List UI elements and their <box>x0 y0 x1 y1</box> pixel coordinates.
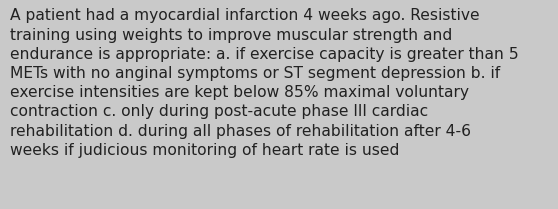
Text: A patient had a myocardial infarction 4 weeks ago. Resistive
training using weig: A patient had a myocardial infarction 4 … <box>10 8 519 158</box>
